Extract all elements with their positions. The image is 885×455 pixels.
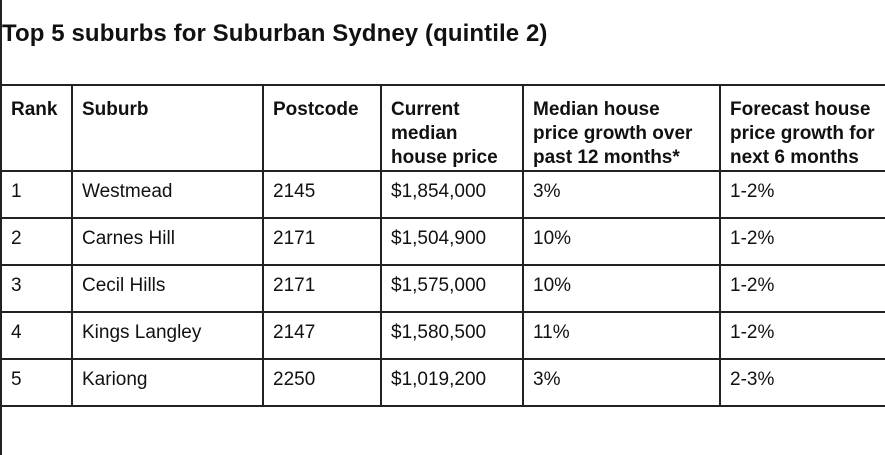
cell-forecast: 1-2% bbox=[719, 170, 885, 219]
cell-postcode: 2145 bbox=[262, 170, 382, 219]
cell-postcode: 2171 bbox=[262, 217, 382, 266]
table-row: 4 Kings Langley 2147 $1,580,500 11% 1-2% bbox=[0, 311, 885, 360]
cell-growth: 3% bbox=[522, 170, 721, 219]
header-forecast-line-1: Forecast house bbox=[730, 99, 871, 120]
cell-rank: 5 bbox=[0, 358, 73, 407]
cell-rank: 2 bbox=[0, 217, 73, 266]
cell-suburb: Cecil Hills bbox=[71, 264, 264, 313]
cell-forecast: 2-3% bbox=[719, 358, 885, 407]
cell-price: $1,019,200 bbox=[380, 358, 524, 407]
cell-postcode: 2250 bbox=[262, 358, 382, 407]
cell-suburb: Westmead bbox=[71, 170, 264, 219]
cell-price: $1,580,500 bbox=[380, 311, 524, 360]
header-rank: Rank bbox=[0, 84, 73, 172]
page-title: Top 5 suburbs for Suburban Sydney (quint… bbox=[2, 20, 548, 47]
header-suburb: Suburb bbox=[71, 84, 264, 172]
cell-suburb: Kings Langley bbox=[71, 311, 264, 360]
cell-price: $1,504,900 bbox=[380, 217, 524, 266]
header-forecast-growth-6-months: Forecast house price growth for next 6 mon… bbox=[719, 84, 885, 172]
cell-rank: 4 bbox=[0, 311, 73, 360]
cell-rank: 1 bbox=[0, 170, 73, 219]
cell-suburb: Kariong bbox=[71, 358, 264, 407]
header-forecast-line-3: next 6 months bbox=[730, 147, 859, 168]
table-row: 2 Carnes Hill 2171 $1,504,900 10% 1-2% bbox=[0, 217, 885, 266]
cell-rank: 3 bbox=[0, 264, 73, 313]
header-current-median-price: Current median house price bbox=[380, 84, 524, 172]
cell-price: $1,575,000 bbox=[380, 264, 524, 313]
cell-price: $1,854,000 bbox=[380, 170, 524, 219]
table-container: Rank Suburb Postcode Current median hous… bbox=[0, 84, 885, 414]
cell-postcode: 2171 bbox=[262, 264, 382, 313]
cell-postcode: 2147 bbox=[262, 311, 382, 360]
cell-forecast: 1-2% bbox=[719, 264, 885, 313]
cell-growth: 10% bbox=[522, 217, 721, 266]
table-header-row: Rank Suburb Postcode Current median hous… bbox=[0, 84, 885, 172]
cell-suburb: Carnes Hill bbox=[71, 217, 264, 266]
cell-growth: 11% bbox=[522, 311, 721, 360]
header-postcode: Postcode bbox=[262, 84, 382, 172]
table-row: 1 Westmead 2145 $1,854,000 3% 1-2% bbox=[0, 170, 885, 219]
cell-forecast: 1-2% bbox=[719, 311, 885, 360]
header-forecast-line-2: price growth for bbox=[730, 123, 875, 144]
suburbs-table: Rank Suburb Postcode Current median hous… bbox=[0, 84, 885, 407]
table-row: 5 Kariong 2250 $1,019,200 3% 2-3% bbox=[0, 358, 885, 407]
cell-forecast: 1-2% bbox=[719, 217, 885, 266]
cell-growth: 10% bbox=[522, 264, 721, 313]
cell-growth: 3% bbox=[522, 358, 721, 407]
table-row: 3 Cecil Hills 2171 $1,575,000 10% 1-2% bbox=[0, 264, 885, 313]
header-price-growth-12-months: Median house price growth over past 12 m… bbox=[522, 84, 721, 172]
